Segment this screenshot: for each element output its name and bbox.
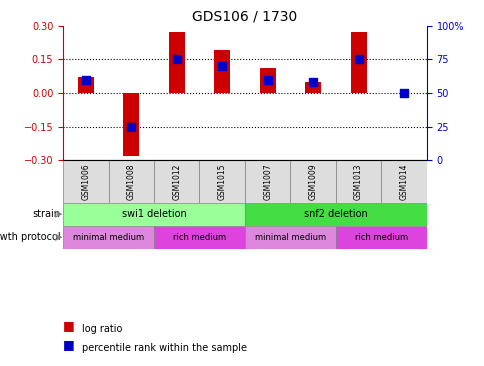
- FancyBboxPatch shape: [244, 160, 290, 202]
- FancyBboxPatch shape: [153, 226, 244, 249]
- FancyBboxPatch shape: [244, 226, 335, 249]
- Text: log ratio: log ratio: [82, 324, 122, 335]
- Point: [82, 76, 90, 82]
- FancyBboxPatch shape: [153, 160, 199, 202]
- FancyBboxPatch shape: [63, 202, 244, 226]
- Bar: [168, 32, 184, 93]
- Text: rich medium: rich medium: [172, 233, 226, 242]
- Point: [172, 56, 180, 62]
- Bar: [259, 68, 275, 93]
- FancyBboxPatch shape: [244, 202, 426, 226]
- FancyBboxPatch shape: [335, 226, 426, 249]
- Text: GSM1013: GSM1013: [353, 163, 363, 200]
- Text: GSM1007: GSM1007: [263, 163, 272, 200]
- Point: [354, 56, 362, 62]
- FancyBboxPatch shape: [380, 160, 426, 202]
- FancyBboxPatch shape: [63, 160, 108, 202]
- Text: snf2 deletion: snf2 deletion: [303, 209, 367, 219]
- Bar: [123, 93, 139, 156]
- Bar: [77, 77, 93, 93]
- Title: GDS106 / 1730: GDS106 / 1730: [192, 9, 297, 23]
- FancyBboxPatch shape: [335, 160, 380, 202]
- FancyBboxPatch shape: [63, 226, 153, 249]
- FancyBboxPatch shape: [199, 160, 244, 202]
- Text: growth protocol: growth protocol: [0, 232, 60, 242]
- Bar: [304, 82, 320, 93]
- FancyBboxPatch shape: [108, 160, 153, 202]
- Text: rich medium: rich medium: [354, 233, 407, 242]
- Bar: [350, 32, 366, 93]
- Text: GSM1006: GSM1006: [81, 163, 90, 200]
- Text: GSM1009: GSM1009: [308, 163, 317, 200]
- Text: percentile rank within the sample: percentile rank within the sample: [82, 343, 247, 353]
- Point: [218, 63, 226, 69]
- Text: GSM1012: GSM1012: [172, 163, 181, 200]
- Text: minimal medium: minimal medium: [254, 233, 325, 242]
- Text: GSM1015: GSM1015: [217, 163, 226, 200]
- Bar: [214, 51, 230, 93]
- Text: GSM1014: GSM1014: [399, 163, 408, 200]
- Point: [263, 76, 271, 82]
- FancyBboxPatch shape: [290, 160, 335, 202]
- Text: swi1 deletion: swi1 deletion: [121, 209, 186, 219]
- Point: [127, 124, 135, 130]
- Text: strain: strain: [33, 209, 60, 219]
- Point: [309, 79, 317, 85]
- Point: [399, 90, 407, 96]
- Text: GSM1008: GSM1008: [126, 163, 136, 200]
- Text: ■: ■: [63, 338, 75, 351]
- Text: minimal medium: minimal medium: [73, 233, 144, 242]
- Text: ■: ■: [63, 320, 75, 332]
